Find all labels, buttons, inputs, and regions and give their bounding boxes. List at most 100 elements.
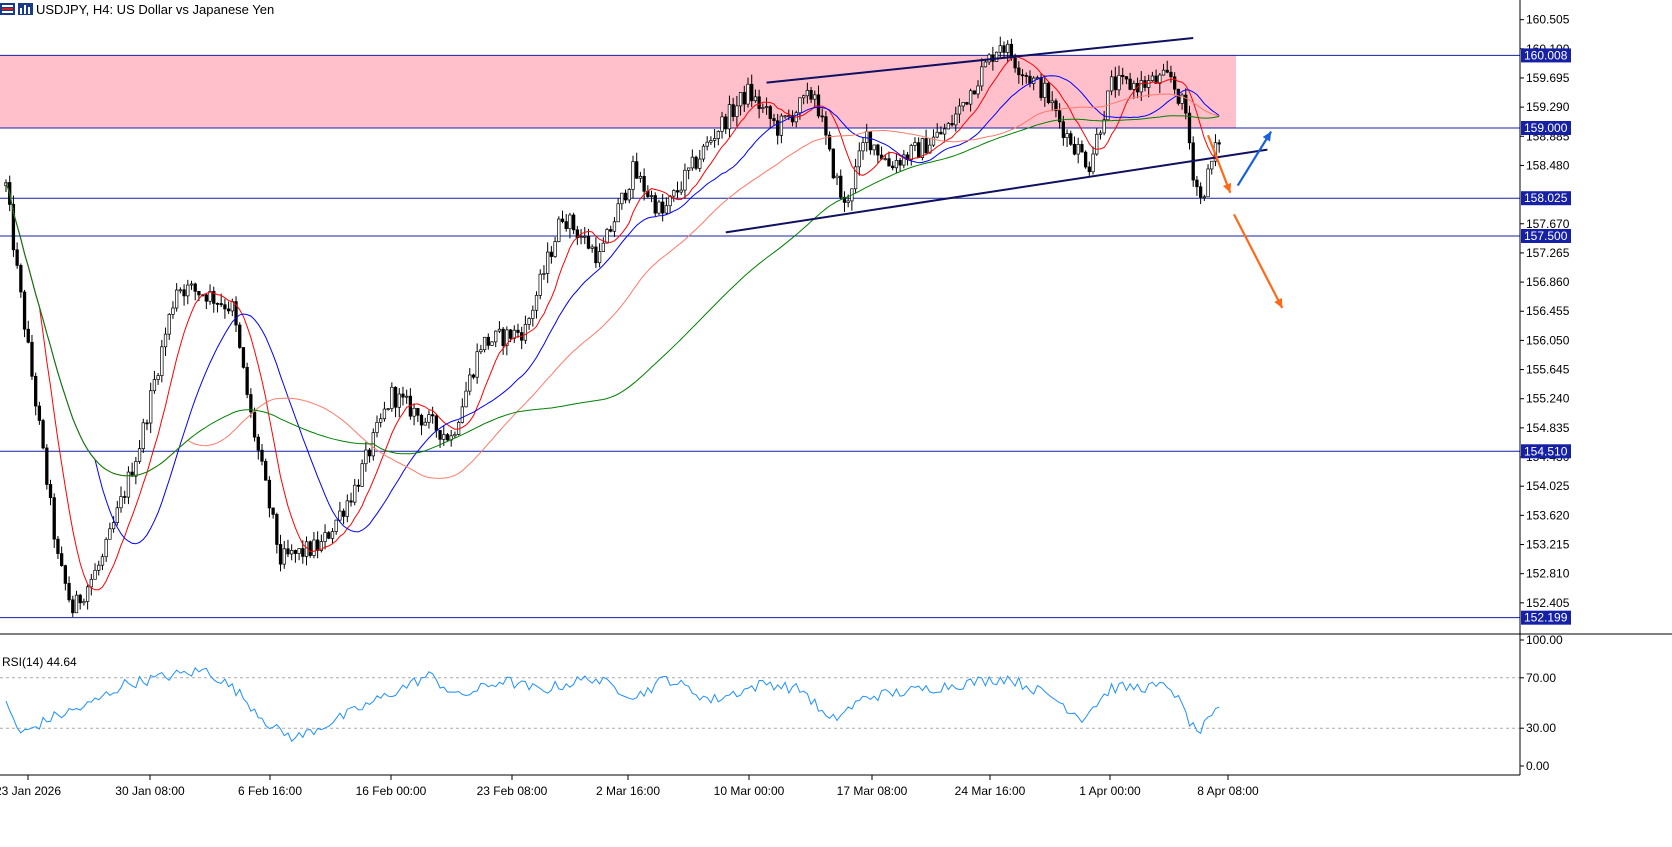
candle-body — [301, 548, 305, 557]
candle-body — [649, 195, 654, 197]
candle-body — [853, 166, 858, 190]
moving-average-line — [5, 56, 1220, 591]
candle-body — [779, 115, 784, 136]
candle-body — [776, 120, 780, 136]
candle-body — [178, 289, 183, 292]
candle-body — [189, 283, 194, 286]
candle-body — [1065, 133, 1069, 139]
candle-body — [980, 66, 984, 87]
candle-body — [204, 294, 208, 302]
candle-body — [401, 393, 405, 398]
candle-body — [653, 195, 657, 214]
candle-body — [672, 190, 676, 197]
level-price-label: 159.000 — [1524, 121, 1568, 135]
candle-body — [998, 45, 1002, 53]
candle-body — [141, 422, 145, 449]
candle-body — [1013, 57, 1017, 69]
candle-body — [1147, 80, 1151, 88]
candle-body — [546, 251, 550, 274]
candle-body — [716, 131, 720, 139]
candle-body — [1187, 112, 1192, 144]
candle-body — [542, 273, 546, 275]
candle-body — [523, 324, 528, 341]
candle-body — [772, 118, 776, 122]
candle-body — [315, 539, 320, 551]
candle-body — [724, 116, 728, 130]
candle-body — [701, 145, 706, 160]
candle-body — [264, 460, 268, 481]
candle-body — [790, 115, 795, 123]
candle-body — [579, 236, 583, 238]
price-tick-label: 152.810 — [1526, 567, 1570, 581]
candle-body — [564, 221, 568, 230]
candle-body — [1024, 75, 1028, 77]
candle-body — [1184, 94, 1188, 114]
rsi-tick-label: 100.00 — [1526, 633, 1563, 647]
price-tick-label: 154.025 — [1526, 479, 1570, 493]
price-panel — [0, 36, 1520, 619]
price-tick-label: 157.265 — [1526, 246, 1570, 260]
candle-body — [861, 142, 865, 152]
candle-body — [983, 61, 988, 68]
time-tick-label: 6 Feb 16:00 — [238, 784, 302, 798]
candle-body — [297, 548, 301, 554]
candle-body — [1020, 74, 1025, 77]
candle-body — [735, 105, 739, 117]
candle-body — [482, 336, 487, 351]
candle-body — [100, 556, 105, 566]
candle-body — [267, 479, 272, 509]
candle-body — [946, 123, 950, 130]
arrow-head — [1274, 298, 1283, 308]
price-tick-label: 154.835 — [1526, 421, 1570, 435]
candle-body — [1150, 75, 1155, 81]
candle-body — [1054, 100, 1058, 112]
candle-body — [1087, 166, 1091, 173]
candle-body — [293, 550, 298, 554]
candle-body — [52, 497, 56, 540]
candle-body — [531, 309, 535, 319]
candle-body — [1180, 94, 1184, 104]
candle-body — [764, 106, 769, 108]
candle-body — [620, 192, 624, 205]
candle-body — [872, 144, 876, 151]
bar-chart-icon[interactable] — [18, 3, 33, 15]
candle-body — [1128, 78, 1132, 90]
candle-body — [1195, 179, 1199, 188]
candle-body — [234, 301, 238, 326]
candle-body — [74, 594, 79, 614]
candle-body — [1109, 76, 1114, 92]
candle-body — [149, 390, 153, 424]
price-tick-label: 157.670 — [1526, 217, 1570, 231]
candle-body — [683, 169, 687, 191]
candle-body — [471, 374, 476, 378]
candle-body — [238, 324, 242, 348]
candle-body — [560, 218, 565, 222]
candle-body — [902, 154, 906, 166]
candle-body — [1080, 144, 1084, 153]
candle-body — [809, 90, 813, 100]
candle-body — [935, 131, 939, 138]
level-price-label: 158.025 — [1524, 191, 1568, 205]
rsi-panel — [0, 667, 1520, 743]
candle-body — [275, 514, 279, 545]
candle-body — [379, 418, 383, 423]
candle-body — [312, 539, 316, 556]
candle-body — [534, 295, 539, 311]
candle-body — [1017, 67, 1021, 76]
candle-body — [152, 379, 157, 392]
candle-body — [939, 131, 943, 135]
level-price-label: 157.500 — [1524, 229, 1568, 243]
candle-body — [338, 510, 342, 521]
candle-body — [731, 104, 735, 117]
price-tick-label: 152.405 — [1526, 596, 1570, 610]
rsi-line — [5, 667, 1220, 743]
chart-menu-icon[interactable] — [0, 3, 15, 15]
candle-body — [757, 96, 761, 109]
candle-body — [1210, 160, 1214, 170]
candle-body — [1061, 121, 1066, 139]
candle-body — [876, 144, 880, 156]
candle-body — [212, 291, 216, 304]
candle-body — [527, 318, 531, 325]
candle-body — [71, 599, 75, 614]
rsi-tick-label: 70.00 — [1526, 671, 1556, 685]
